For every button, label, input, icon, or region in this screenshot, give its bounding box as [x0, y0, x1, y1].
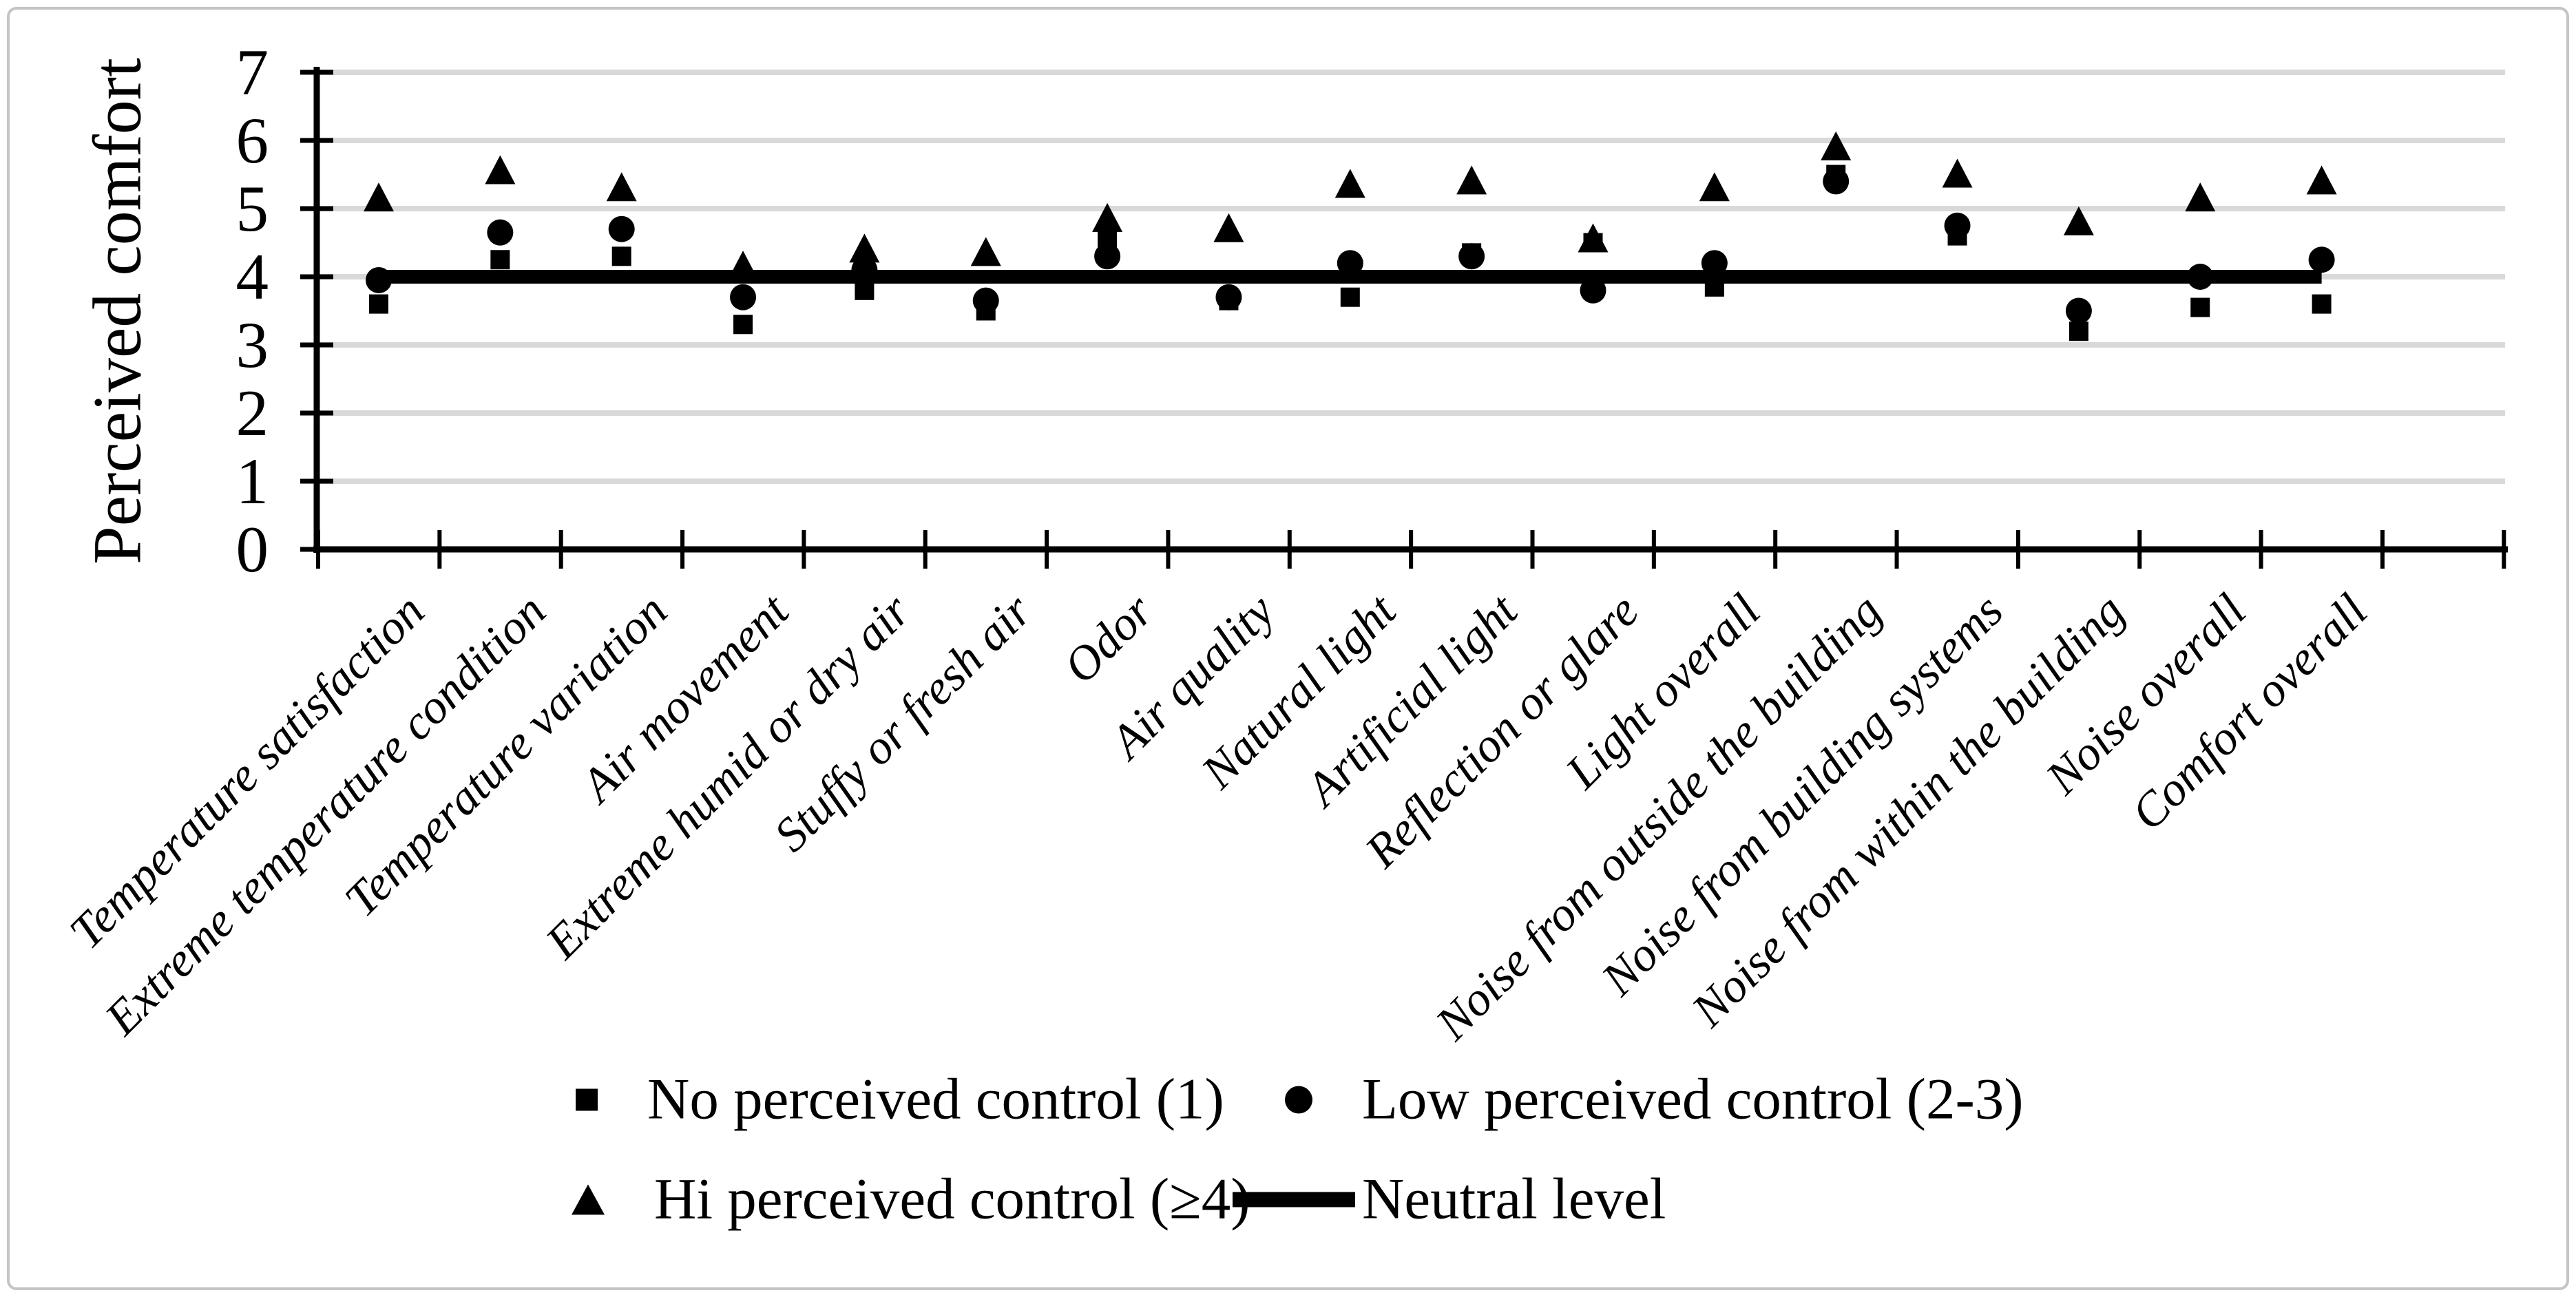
data-point-circle	[1580, 277, 1606, 304]
data-point-square	[611, 246, 631, 266]
data-point-triangle	[1942, 158, 1973, 188]
data-point-triangle	[1699, 172, 1730, 202]
legend-item-no-control: No perceived control (1)	[576, 1066, 1224, 1132]
data-point-square	[369, 294, 388, 314]
data-point-circle	[851, 257, 878, 284]
y-tick-label: 3	[236, 308, 269, 381]
y-tick-label: 6	[236, 104, 269, 177]
data-point-circle	[730, 284, 757, 310]
data-point-square	[1340, 287, 1360, 307]
data-point-square	[2312, 294, 2332, 314]
data-point-triangle	[728, 251, 759, 280]
data-point-triangle	[2185, 182, 2216, 212]
legend-item-neutral-level: Neutral level	[1233, 1170, 1666, 1229]
data-point-circle	[972, 287, 999, 314]
data-point-triangle	[849, 233, 880, 263]
data-point-triangle	[606, 172, 637, 202]
data-point-triangle	[2063, 206, 2094, 235]
category-label: Air movement	[569, 584, 800, 814]
category-label: Artificial light	[1294, 584, 1528, 818]
data-point-circle	[1458, 243, 1485, 270]
data-point-circle	[2187, 264, 2214, 290]
data-point-triangle	[1334, 169, 1365, 198]
legend-label: No perceived control (1)	[647, 1066, 1224, 1132]
data-point-triangle	[1213, 213, 1244, 242]
data-point-circle	[366, 266, 392, 293]
data-point-circle	[1944, 212, 1971, 239]
legend-label: Low perceived control (2-3)	[1362, 1066, 2024, 1132]
data-point-square	[855, 280, 875, 300]
data-point-circle	[2308, 246, 2335, 273]
data-point-triangle	[485, 155, 516, 184]
legend-item-low-control: Low perceived control (2-3)	[1285, 1066, 2024, 1132]
data-point-square	[1704, 277, 1724, 297]
data-point-circle	[1094, 243, 1121, 270]
y-tick-label: 2	[236, 377, 269, 450]
data-point-square	[733, 315, 753, 335]
legend-label: Neutral level	[1362, 1166, 1666, 1232]
data-point-circle	[1215, 284, 1242, 310]
data-point-triangle	[1092, 202, 1123, 232]
data-point-triangle	[970, 237, 1001, 266]
data-point-circle	[1701, 250, 1728, 277]
y-tick-label: 4	[236, 240, 269, 313]
legend-item-hi-control: Hi perceived control (≥4)	[572, 1170, 1250, 1229]
square-marker-icon	[576, 1088, 598, 1110]
y-tick-label: 0	[236, 513, 269, 586]
data-point-triangle	[1821, 131, 1852, 160]
data-point-triangle	[364, 182, 394, 212]
category-label: Odor	[1054, 584, 1163, 693]
triangle-marker-icon	[572, 1184, 605, 1214]
data-point-circle	[487, 219, 514, 246]
data-point-square	[490, 250, 510, 270]
data-point-square	[2190, 297, 2210, 317]
data-point-circle	[1823, 168, 1850, 195]
y-tick-label: 5	[236, 172, 269, 245]
data-point-triangle	[1456, 165, 1487, 195]
category-label: Noise from outside the building	[1425, 584, 1892, 1051]
y-tick-label: 1	[236, 445, 269, 518]
y-axis-title: Perceived comfort	[78, 58, 156, 565]
data-point-triangle	[1578, 223, 1609, 253]
neutral-line-icon	[1233, 1192, 1355, 1207]
legend-label: Hi perceived control (≥4)	[654, 1166, 1250, 1232]
circle-marker-icon	[1285, 1086, 1312, 1113]
data-point-circle	[608, 215, 635, 242]
data-point-circle	[1337, 250, 1363, 277]
data-point-circle	[2065, 297, 2092, 324]
y-tick-label: 7	[236, 36, 269, 109]
data-point-square	[2069, 321, 2088, 341]
category-label: Extreme temperature condition	[95, 584, 556, 1046]
data-point-triangle	[2306, 165, 2337, 195]
